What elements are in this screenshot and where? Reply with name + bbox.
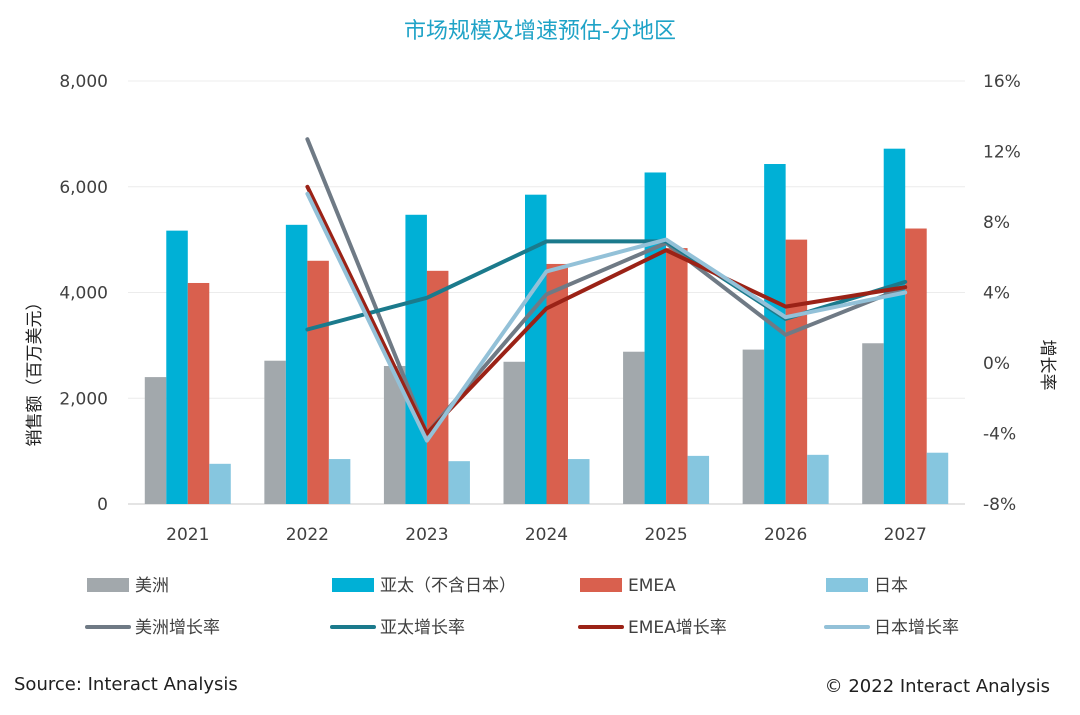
y2-tick-label: 4% <box>983 284 1010 304</box>
legend-swatch <box>87 578 129 592</box>
legend-label: 亚太（不含日本） <box>380 576 516 596</box>
chart-title: 市场规模及增速预估-分地区 <box>404 19 676 44</box>
y-tick-label: 2,000 <box>59 389 108 409</box>
bar <box>405 214 427 504</box>
bar <box>383 365 406 504</box>
bar <box>742 349 765 504</box>
y2-tick-label: 12% <box>983 143 1021 163</box>
bar <box>807 454 829 504</box>
y-axis-right-ticks: -8% -4% 0% 4% 8% 12% 16% <box>983 72 1021 515</box>
legend-swatch <box>332 578 374 592</box>
x-tick-label: 2026 <box>764 525 807 545</box>
bars <box>144 148 949 505</box>
series-line <box>305 191 908 443</box>
bar <box>926 452 949 504</box>
bar <box>166 230 188 505</box>
y2-tick-label: 0% <box>983 354 1010 374</box>
legend-swatch <box>826 578 868 592</box>
legend-label: EMEA增长率 <box>628 618 727 638</box>
legend-label: 美洲 <box>135 576 169 596</box>
x-tick-label: 2024 <box>525 525 568 545</box>
y2-tick-label: -4% <box>983 425 1016 445</box>
x-tick-label: 2025 <box>644 525 687 545</box>
bar <box>307 260 329 504</box>
bar <box>862 343 884 504</box>
bar <box>264 360 286 504</box>
y2-tick-label: 8% <box>983 213 1010 233</box>
bar <box>623 351 645 504</box>
copyright-note: © 2022 Interact Analysis <box>825 676 1050 697</box>
bar <box>568 459 590 504</box>
bar <box>525 194 547 504</box>
bar <box>448 461 470 504</box>
y-axis-left-ticks: 0 2,000 4,000 6,000 8,000 <box>59 72 108 515</box>
legend-label: 日本 <box>874 576 908 596</box>
bar <box>883 148 906 504</box>
x-tick-label: 2021 <box>166 525 209 545</box>
bar <box>285 224 308 504</box>
series-line <box>305 137 908 436</box>
bar <box>209 463 231 504</box>
bar <box>785 239 808 504</box>
y-tick-label: 8,000 <box>59 72 108 92</box>
x-axis-ticks: 2021 2022 2023 2024 2025 2026 2027 <box>166 525 927 545</box>
legend-label: 亚太增长率 <box>380 618 465 638</box>
series-line <box>305 184 908 436</box>
bar <box>905 228 927 505</box>
bar <box>426 270 449 504</box>
legend-label: 日本增长率 <box>874 618 959 638</box>
y2-tick-label: -8% <box>983 495 1016 515</box>
y2-tick-label: 16% <box>983 72 1021 92</box>
y-tick-label: 6,000 <box>59 178 108 198</box>
source-note: Source: Interact Analysis <box>14 674 238 695</box>
growth-lines <box>305 137 908 443</box>
legend-label: 美洲增长率 <box>135 618 220 638</box>
bar <box>503 361 525 504</box>
y-tick-label: 0 <box>97 495 108 515</box>
y-tick-label: 4,000 <box>59 284 108 304</box>
bar <box>328 459 351 504</box>
bar <box>687 455 710 504</box>
bar <box>644 172 667 504</box>
bar <box>666 248 688 504</box>
legend-label: EMEA <box>628 576 676 596</box>
y-axis-left-title: 销售额（百万美元） <box>25 294 45 447</box>
legend-swatch <box>580 578 622 592</box>
bar <box>144 377 167 504</box>
x-tick-label: 2022 <box>286 525 329 545</box>
bar <box>764 164 786 505</box>
bar <box>187 282 210 504</box>
x-tick-label: 2023 <box>405 525 448 545</box>
x-tick-label: 2027 <box>884 525 927 545</box>
bar <box>546 263 568 504</box>
y-axis-right-title: 增长率 <box>1037 340 1057 391</box>
